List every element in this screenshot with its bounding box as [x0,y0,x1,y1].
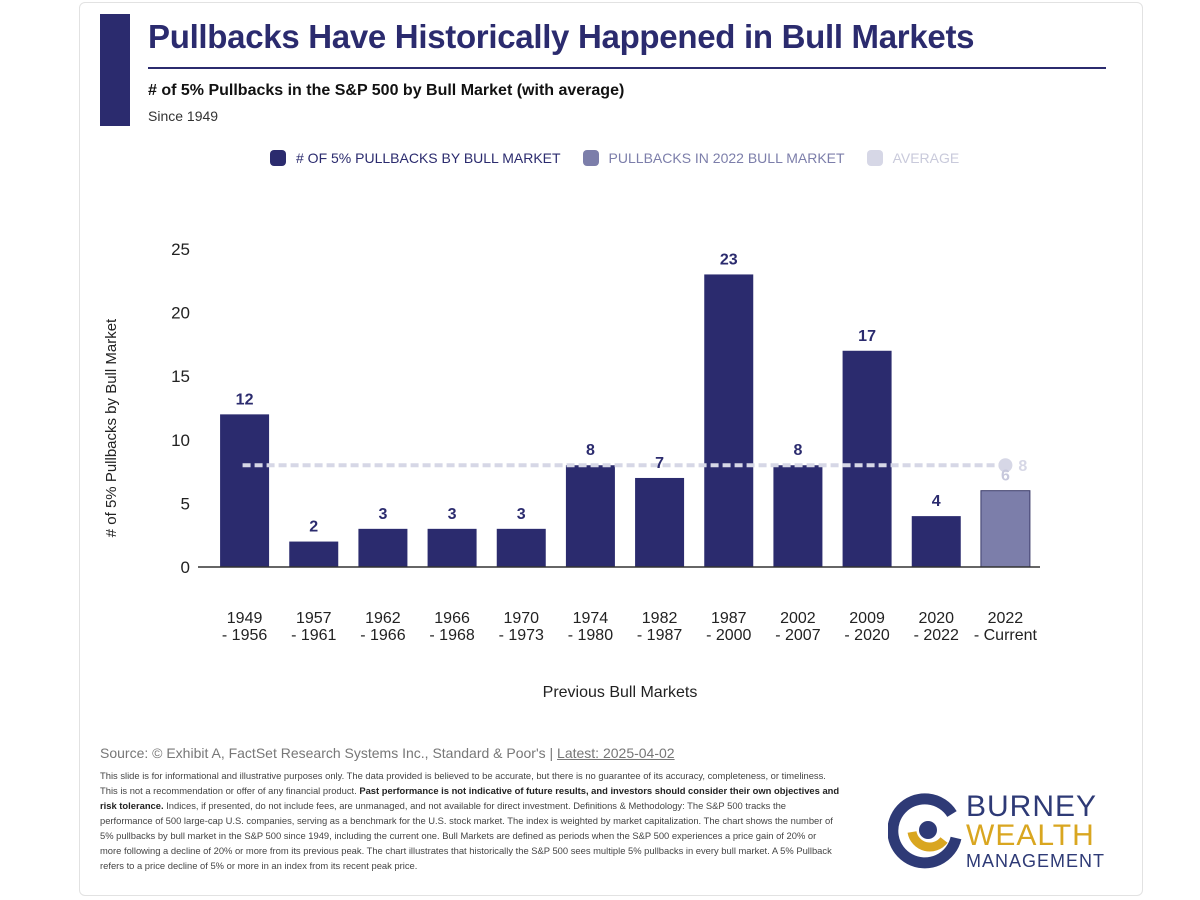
bar-value-label: 8 [586,442,595,459]
bar-value-label: 3 [448,506,457,523]
source-text: Source: © Exhibit A, FactSet Research Sy… [100,745,554,761]
latest-date-link[interactable]: Latest: 2025-04-02 [557,745,675,761]
title-accent-bar [100,14,130,126]
since-note: Since 1949 [148,108,219,124]
disclaimer: This slide is for informational and illu… [100,768,840,873]
legend-swatch-average [866,150,883,166]
source-line: Source: © Exhibit A, FactSet Research Sy… [100,745,675,761]
y-tick-label: 5 [181,494,190,513]
chart-legend: # OF 5% PULLBACKS BY BULL MARKET PULLBAC… [270,150,959,166]
page-title: Pullbacks Have Historically Happened in … [148,18,975,55]
x-tick-label: 1962 [365,610,401,627]
legend-item-average: AVERAGE [866,150,960,166]
legend-label-2022: PULLBACKS IN 2022 BULL MARKET [608,150,845,166]
bar-value-label: 17 [858,328,876,345]
x-axis-label: Previous Bull Markets [543,684,698,701]
bar-value-label: 2 [309,519,318,536]
bar-value-label: 3 [517,506,526,523]
x-tick-label: - 1973 [499,627,544,644]
y-tick-label: 10 [171,431,190,450]
y-axis-label: # of 5% Pullbacks by Bull Market [103,318,120,537]
bar-chart: 0 5 10 15 20 25 # of 5% Pullbacks by Bull Mark… [103,240,1040,701]
y-tick-label: 25 [171,240,190,259]
y-tick-label: 20 [171,304,190,323]
bar [980,490,1031,568]
x-tick-label: 1949 [227,610,263,627]
legend-swatch-pullbacks [270,150,286,166]
x-tick-label: - 1987 [637,627,682,644]
logo-line-1: BURNEY [966,790,1098,823]
x-tick-label: - 2000 [706,627,751,644]
bar [220,414,270,567]
logo-line-2: WEALTH [966,819,1095,852]
average-marker [998,458,1013,473]
bar [842,350,892,567]
x-tick-label: 2002 [780,610,816,627]
x-tick-label: 2009 [849,610,885,627]
x-tick-label: - 1961 [291,627,336,644]
bar-value-label: 6 [1001,468,1010,485]
x-tick-label: - 2020 [844,627,889,644]
bar [773,465,823,567]
bar-value-label: 12 [236,391,254,408]
x-tick-label: - 1968 [429,627,474,644]
x-tick-label: 1966 [434,610,470,627]
x-tick-label: 1982 [642,610,678,627]
legend-label-pullbacks: # OF 5% PULLBACKS BY BULL MARKET [296,150,561,166]
x-tick-label: 2020 [918,610,954,627]
bar-value-label: 8 [793,442,802,459]
x-tick-label: 2022 [988,610,1024,627]
disclaimer-text-1: This slide is for informational and illu… [100,770,826,796]
x-tick-label: - 1980 [568,627,613,644]
company-logo: BURNEY WEALTH MANAGEMENT [888,792,1118,872]
legend-swatch-2022 [582,150,599,166]
bar [635,477,685,567]
disclaimer-bold: Past performance is not indicative of fu… [100,785,840,811]
legend-label-average: AVERAGE [892,150,960,166]
bar [496,528,546,567]
legend-item-pullbacks: # OF 5% PULLBACKS BY BULL MARKET [270,150,561,166]
x-tick-label: - 2022 [914,627,959,644]
logo-wordmark: BURNEY WEALTH MANAGEMENT [966,792,1105,872]
bar [704,274,754,567]
logo-mark-icon [888,793,962,869]
bar [565,465,615,567]
x-tick-label: - 2007 [775,627,820,644]
average-value-label: 8 [1018,458,1027,475]
x-tick-label: - 1966 [360,627,405,644]
bar-value-label: 23 [720,251,738,268]
bar [289,541,339,567]
bar [427,528,477,567]
bar-value-label: 4 [932,493,941,510]
x-tick-label: 1974 [573,610,609,627]
disclaimer-text-2: Indices, if presented, do not include fe… [100,800,833,871]
x-tick-label: 1970 [503,610,539,627]
x-tick-label: - Current [974,627,1038,644]
x-tick-label: 1957 [296,610,332,627]
x-tick-label: 1987 [711,610,747,627]
x-tick-label: - 1956 [222,627,267,644]
bar [358,528,408,567]
title-divider [148,67,1106,69]
bar-value-label: 7 [655,455,664,472]
chart-subtitle: # of 5% Pullbacks in the S&P 500 by Bull… [148,82,625,99]
y-tick-label: 0 [181,558,190,577]
logo-line-3: MANAGEMENT [966,851,1106,871]
bar [911,516,961,567]
y-tick-label: 15 [171,367,190,386]
bar-value-label: 3 [378,506,387,523]
legend-item-2022: PULLBACKS IN 2022 BULL MARKET [582,150,845,166]
